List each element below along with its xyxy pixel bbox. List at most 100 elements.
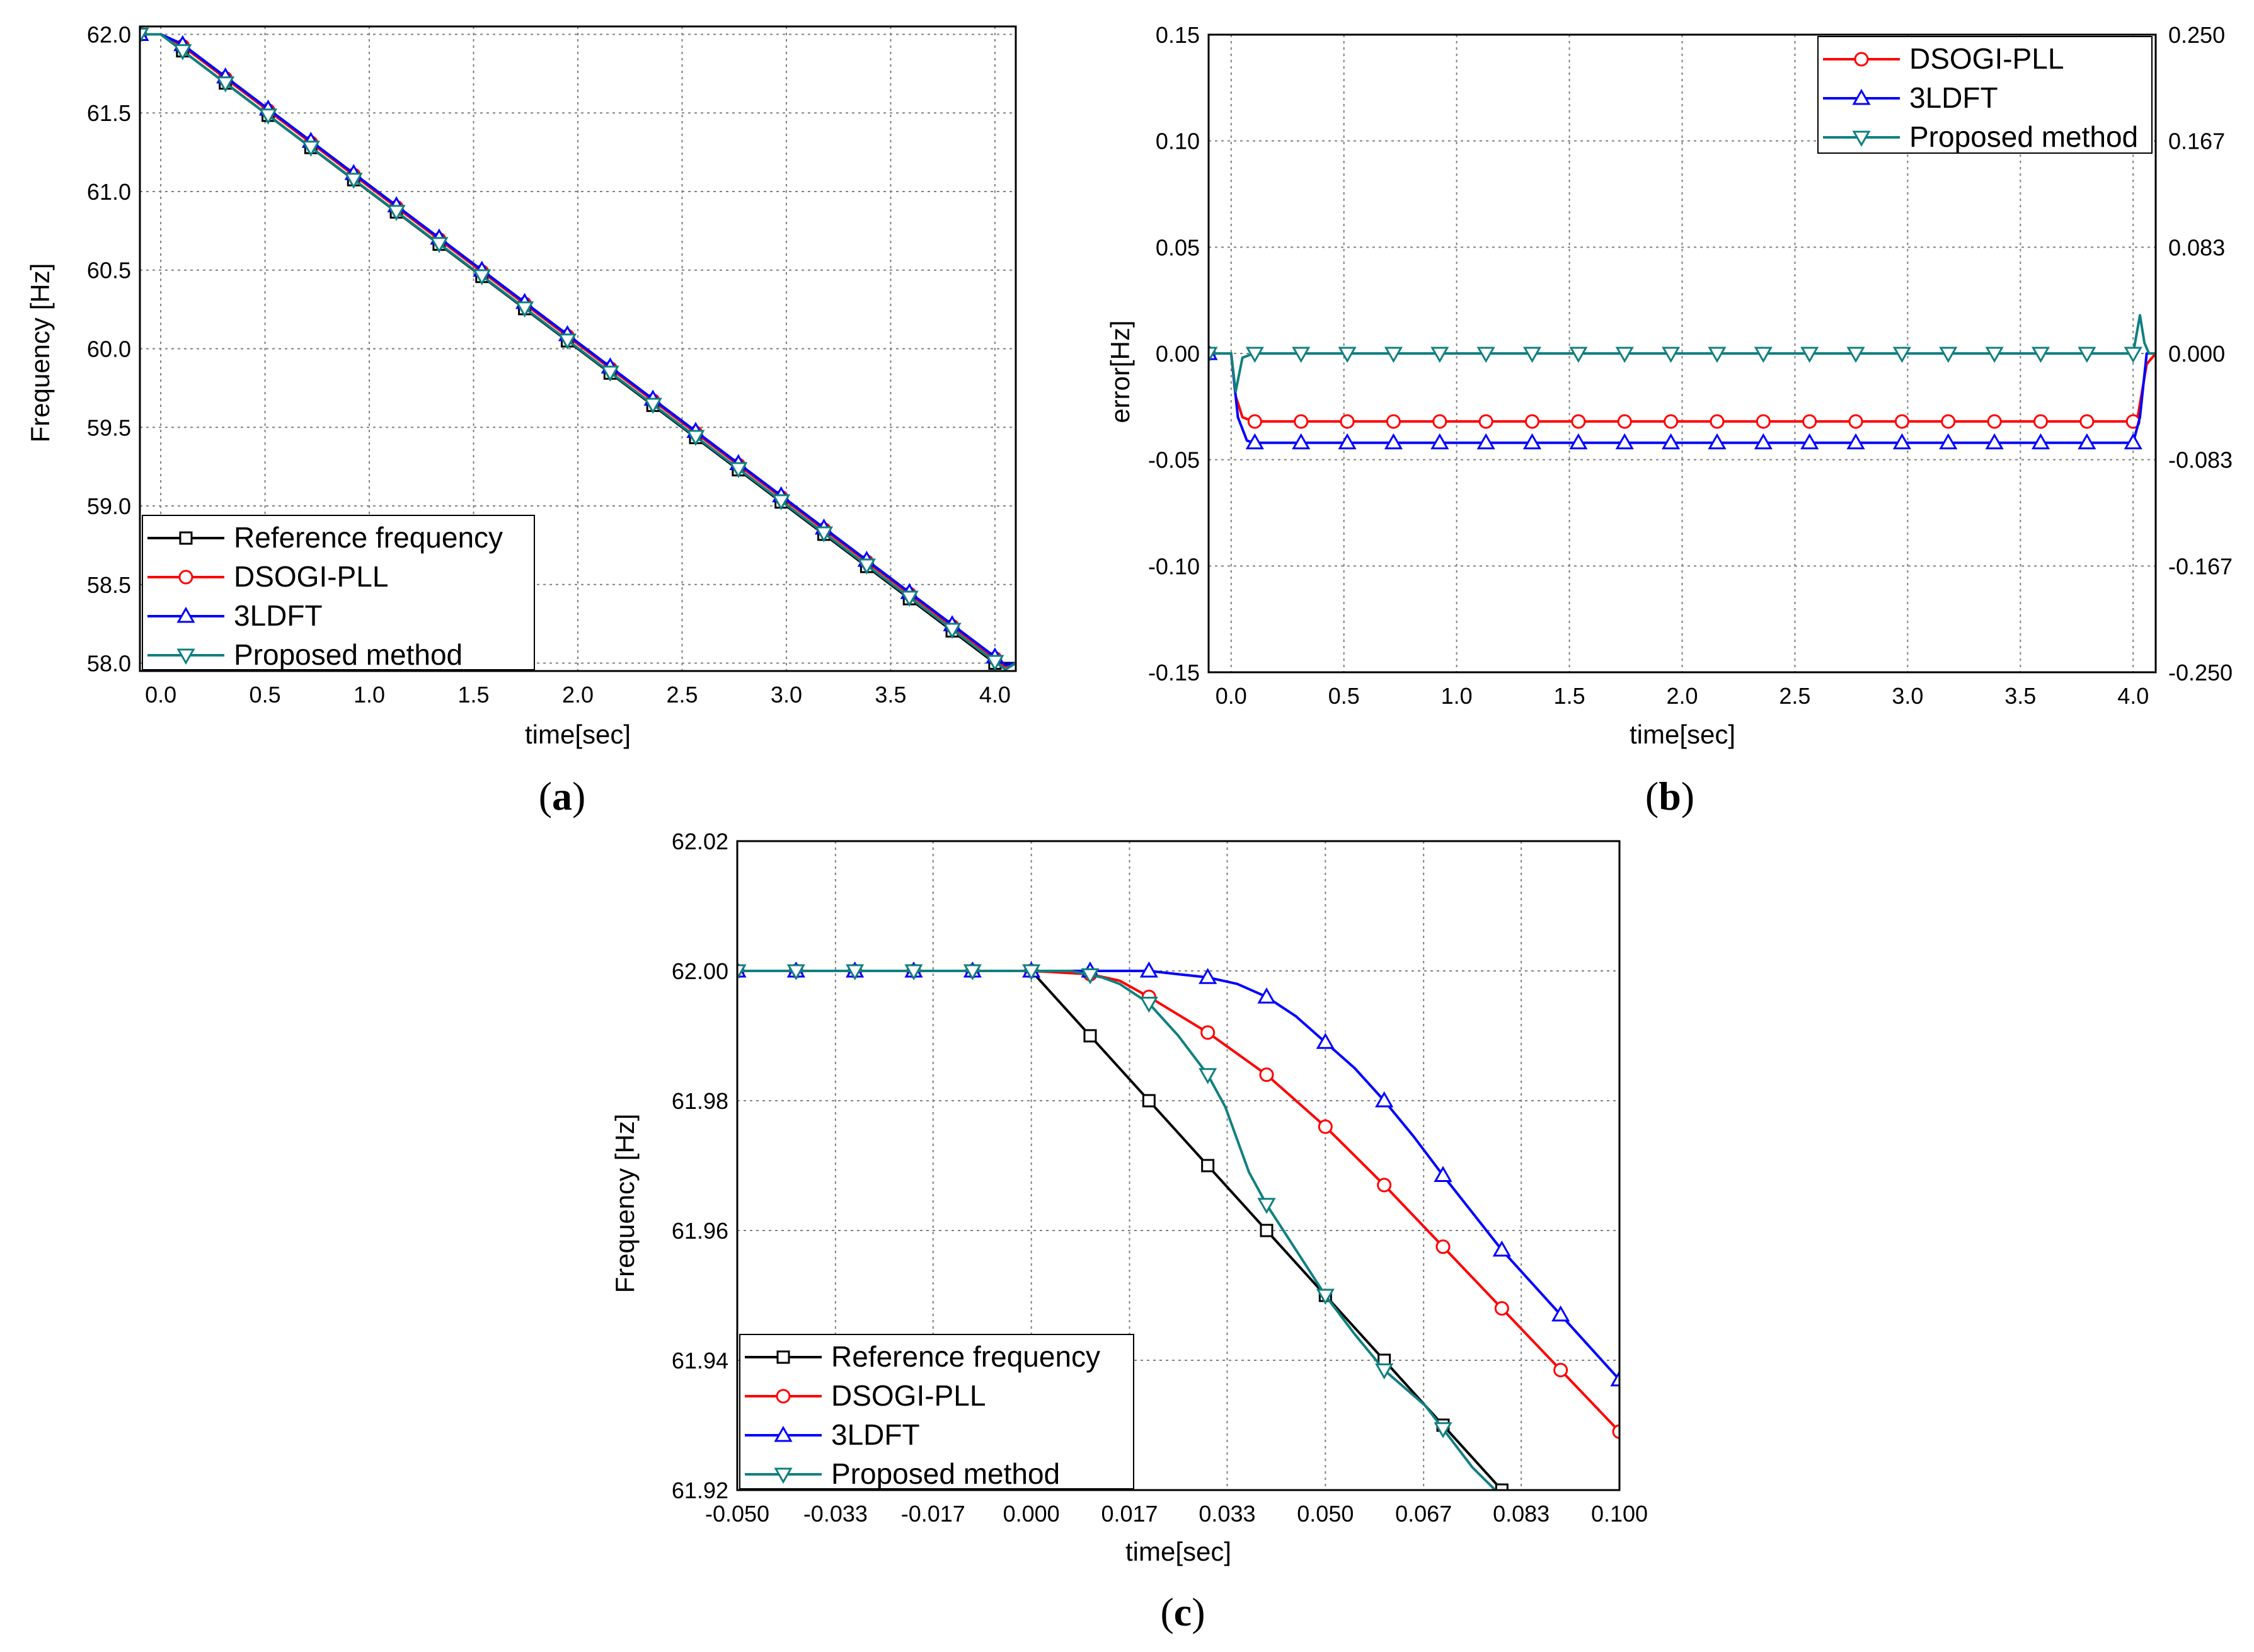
chart-b-series <box>1209 314 2156 450</box>
chart-b-legend-marker <box>1852 130 1871 147</box>
chart-b-point <box>1525 414 1540 429</box>
chart-a-point <box>344 173 363 189</box>
chart-b-legend-label: 3LDFT <box>1909 81 1998 114</box>
chart-a-x-tick: 0.5 <box>250 682 281 708</box>
chart-a-x-tick: 4.0 <box>979 682 1011 708</box>
chart-a-point <box>814 526 834 543</box>
chart-a-panel-label: (a) <box>539 774 586 818</box>
chart-b-legend-marker <box>1852 88 1871 105</box>
chart-b-x-tick: 1.0 <box>1441 683 1473 709</box>
chart-b-x-tick: 2.5 <box>1779 683 1810 709</box>
chart-a-y-tick: 61.5 <box>87 100 131 126</box>
chart-a-legend-label: 3LDFT <box>234 599 323 632</box>
chart-c-x-label: time[sec] <box>1125 1537 1231 1566</box>
chart-c-y-tick: 61.92 <box>672 1477 728 1503</box>
chart-b-point <box>2031 433 2050 450</box>
chart-c-point <box>1259 1067 1274 1082</box>
chart-b-point <box>1941 414 1956 429</box>
chart-c-point <box>1139 997 1158 1013</box>
chart-c-legend-marker <box>776 1389 791 1404</box>
chart-a-y-tick: 62.0 <box>87 21 131 47</box>
chart-c-y-tick: 61.98 <box>672 1088 728 1114</box>
chart-c-legend-box <box>739 1334 1134 1489</box>
chart-a-point <box>772 494 791 510</box>
chart-c-point <box>786 964 805 981</box>
chart-b-point <box>1846 433 1865 450</box>
chart-b-point <box>1522 433 1542 450</box>
chart-c-point <box>1081 968 1100 985</box>
chart-b-legend-label: DSOGI-PLL <box>1909 42 2064 75</box>
chart-c-legend-label: DSOGI-PLL <box>831 1379 986 1412</box>
chart-b-point <box>2124 433 2142 450</box>
chart-a-point <box>986 655 1004 671</box>
chart-c-point <box>1316 1288 1335 1305</box>
chart-b-series-proposed-method-line <box>1209 314 2156 393</box>
chart-b-point <box>1754 433 1773 450</box>
chart-a-point <box>601 365 619 382</box>
chart-c-panel-letter: c <box>1174 1590 1192 1634</box>
chart-c-x-tick: -0.033 <box>803 1501 868 1527</box>
chart-c-point <box>963 964 982 981</box>
chart-c-point <box>1495 1483 1509 1490</box>
chart-b-point <box>1987 414 2002 429</box>
chart-c-legend-marker <box>776 1350 790 1364</box>
chart-c-point <box>1610 1370 1619 1387</box>
chart-c-legend-label: Reference frequency <box>831 1340 1100 1373</box>
chart-b-y2-tick: 0.083 <box>2168 234 2225 260</box>
chart-c: -0.050 -0.033 -0.017 0.000 0.017 0.033 0.050 0.… <box>610 829 1648 1634</box>
chart-c-legend-marker <box>774 1425 793 1442</box>
chart-b-point <box>1294 414 1309 429</box>
chart-b-y2-tick: -0.250 <box>2168 660 2233 685</box>
chart-a-legend-marker <box>178 570 193 585</box>
chart-c-x-tick: 0.017 <box>1101 1501 1158 1527</box>
chart-c-point <box>1257 1198 1276 1214</box>
chart-b-point <box>1340 414 1355 429</box>
chart-a-y-tick: 60.5 <box>87 258 131 284</box>
chart-c-point <box>1553 1362 1568 1377</box>
chart-b-point <box>1664 414 1679 429</box>
chart-b-point <box>1245 347 1264 364</box>
chart-a-y-tick: 60.0 <box>87 336 131 362</box>
chart-a-point <box>387 205 406 221</box>
chart-b-y2-ticks: 0.250 0.167 0.083 0.000 -0.083 -0.167 -0.250 <box>2168 22 2233 685</box>
chart-b-frame <box>1207 33 2157 674</box>
chart-b-y-tick: 0.15 <box>1156 22 1200 48</box>
chart-c-x-tick: 0.050 <box>1297 1501 1354 1527</box>
chart-a-legend-marker <box>176 648 195 665</box>
chart-b-point <box>1292 433 1311 450</box>
chart-c-x-tick: 0.033 <box>1199 1501 1255 1527</box>
chart-b-x-tick: 3.5 <box>2004 683 2036 709</box>
chart-b-point <box>1571 414 1586 429</box>
chart-a-y-tick: 61.0 <box>87 179 131 205</box>
chart-c-y-ticks: 62.02 62.00 61.98 61.96 61.94 61.92 <box>672 829 728 1503</box>
chart-c-point <box>1142 1094 1156 1108</box>
chart-c-point <box>1551 1305 1570 1322</box>
chart-c-point <box>1434 1422 1452 1438</box>
chart-c-point <box>1260 1224 1274 1237</box>
chart-c-point <box>1201 1159 1215 1173</box>
chart-b-x-tick: 1.5 <box>1554 683 1585 709</box>
chart-c-x-tick: 0.067 <box>1395 1501 1452 1527</box>
chart-c-y-label: Frequency [Hz] <box>610 1114 640 1293</box>
chart-a-point <box>173 44 192 60</box>
chart-c-point <box>1199 968 1217 984</box>
chart-b-point <box>1478 414 1493 429</box>
chart-b-point <box>1569 347 1588 364</box>
chart-c-frame <box>736 840 1621 1491</box>
chart-b-y-tick: 0.05 <box>1156 234 1200 260</box>
chart-c-x-tick: -0.050 <box>705 1501 769 1527</box>
chart-a-point <box>515 301 534 318</box>
chart-a-point <box>900 590 919 607</box>
chart-b-point <box>1892 347 1911 364</box>
chart-b-y-ticks: 0.15 0.10 0.05 0.00 -0.05 -0.10 -0.15 <box>1148 22 1200 685</box>
chart-b-legend-label: Proposed method <box>1909 120 2138 153</box>
chart-a-legend-label: DSOGI-PLL <box>234 560 388 593</box>
chart-a-legend: Reference frequency DSOGI-PLL 3LDFT Propose… <box>142 515 535 671</box>
chart-b-point <box>1848 414 1863 429</box>
chart-c-y-tick: 62.02 <box>672 829 728 854</box>
chart-c-point <box>1199 1068 1217 1084</box>
chart-a-legend-marker <box>179 531 193 545</box>
chart-a-y-tick: 59.0 <box>87 493 131 519</box>
chart-b-legend: DSOGI-PLL 3LDFT Proposed method <box>1817 36 2153 154</box>
chart-c-x-tick: 0.083 <box>1493 1501 1550 1527</box>
